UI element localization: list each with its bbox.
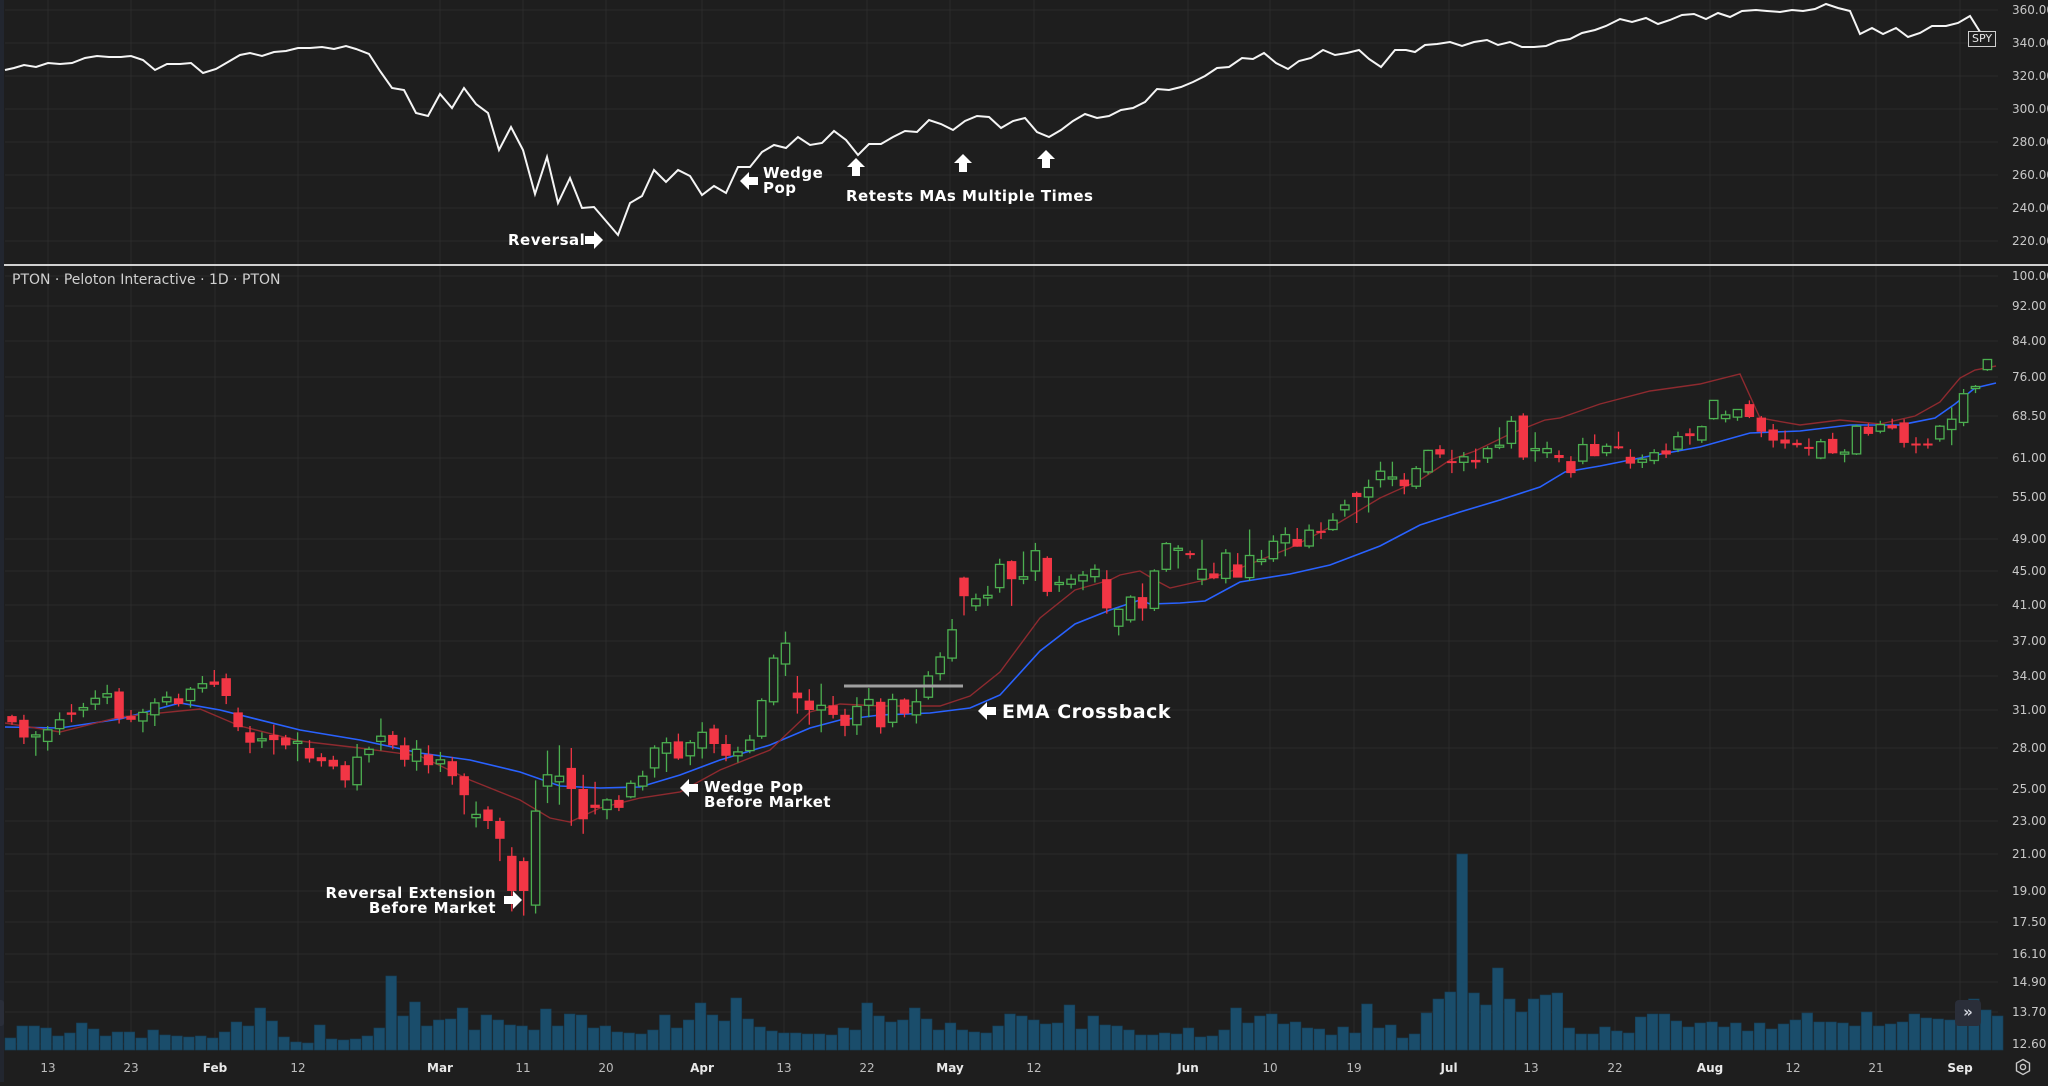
price-axis-tick: 19.00 (2012, 884, 2046, 898)
price-axis-tick: 21.00 (2012, 847, 2046, 861)
time-axis-tick: 11 (515, 1061, 530, 1075)
svg-text:Reversal Extension: Reversal Extension (326, 884, 496, 902)
spy-price-axis[interactable]: 360.00 340.00 320.00 300.00 280.00 260.00 240.… (2012, 3, 2048, 248)
svg-text:EMA Crossback: EMA Crossback (1002, 701, 1171, 723)
price-axis-tick: 25.00 (2012, 782, 2046, 796)
price-axis-tick: 31.00 (2012, 703, 2046, 717)
spy-axis-tick: 280.00 (2012, 135, 2048, 149)
time-axis-tick: 13 (776, 1061, 791, 1075)
time-axis-tick: 12 (1785, 1061, 1800, 1075)
svg-text:Reversal: Reversal (508, 231, 585, 249)
ema-lines (4, 365, 1997, 823)
spy-axis-tick: 240.00 (2012, 201, 2048, 215)
price-axis-tick: 76.00 (2012, 370, 2046, 384)
time-axis-tick: 22 (859, 1061, 874, 1075)
price-axis-tick: 61.00 (2012, 451, 2046, 465)
price-axis-tick: 92.00 (2012, 299, 2046, 313)
time-axis-tick: 23 (123, 1061, 138, 1075)
annotation-ema-crossback: EMA Crossback (978, 701, 1171, 723)
double-chevron-right-icon: » (1963, 1003, 1973, 1021)
scroll-to-realtime-button[interactable]: » (1955, 1000, 1981, 1026)
spy-compare-tag[interactable]: SPY (1968, 31, 1997, 47)
price-axis-tick: 100.00 (2012, 269, 2048, 283)
price-axis-tick: 28.00 (2012, 741, 2046, 755)
time-axis-tick: Mar (427, 1061, 453, 1075)
time-axis-tick: May (936, 1061, 964, 1075)
price-axis-tick: 12.60 (2012, 1037, 2046, 1051)
price-axis-tick: 68.50 (2012, 409, 2046, 423)
svg-text:Before Market: Before Market (369, 899, 496, 917)
time-axis-tick: Jun (1176, 1061, 1199, 1075)
time-axis-tick: Jul (1439, 1061, 1457, 1075)
price-axis-tick: 49.00 (2012, 532, 2046, 546)
time-axis-tick: Feb (203, 1061, 228, 1075)
spy-axis-tick: 360.00 (2012, 3, 2048, 17)
time-axis-tick: Apr (690, 1061, 714, 1075)
time-axis-tick: 13 (1523, 1061, 1538, 1075)
svg-text:Wedge: Wedge (763, 164, 823, 182)
price-axis-tick: 84.00 (2012, 334, 2046, 348)
spy-axis-tick: 300.00 (2012, 102, 2048, 116)
annotation-retests: Retests MAs Multiple Times (846, 187, 1093, 205)
volume-bars (4, 853, 2004, 1051)
price-axis-tick: 16.10 (2012, 947, 2046, 961)
time-axis-tick: 19 (1346, 1061, 1361, 1075)
time-axis[interactable]: 13 23 Feb 12 Mar 11 20 Apr 13 22 May 12 Jun 10 19 Jul 13… (0, 1051, 2048, 1083)
price-axis-tick: 14.90 (2012, 975, 2046, 989)
spy-axis-tick: 320.00 (2012, 69, 2048, 83)
up-arrow-icon (954, 154, 972, 172)
symbol-legend[interactable]: PTON · Peloton Interactive · 1D · PTON (12, 272, 281, 288)
price-axis-tick: 41.00 (2012, 598, 2046, 612)
left-panel-handle[interactable] (0, 1000, 4, 1026)
time-axis-tick: 13 (40, 1061, 55, 1075)
spy-axis-tick: 260.00 (2012, 168, 2048, 182)
time-axis-tick: 22 (1607, 1061, 1622, 1075)
up-arrow-icon (1037, 150, 1055, 168)
svg-text:Before Market: Before Market (704, 793, 831, 811)
svg-text:Retests MAs Multiple Times: Retests MAs Multiple Times (846, 187, 1093, 205)
annotation-reversal: Reversal (508, 231, 603, 249)
price-axis-tick: 34.00 (2012, 669, 2046, 683)
spy-compare-line (4, 2, 1983, 237)
time-axis-tick: 12 (290, 1061, 305, 1075)
candlesticks (7, 358, 1993, 916)
time-axis-tick: 10 (1262, 1061, 1277, 1075)
main-price-axis[interactable]: 100.00 92.00 84.00 76.00 68.50 61.00 55.00 49.0… (2012, 269, 2048, 1051)
hexagon-gear-icon (2015, 1058, 2031, 1076)
svg-text:Pop: Pop (763, 179, 797, 197)
price-axis-tick: 17.50 (2012, 915, 2046, 929)
time-axis-tick: 12 (1026, 1061, 1041, 1075)
price-axis-tick: 55.00 (2012, 490, 2046, 504)
time-axis-tick: 21 (1868, 1061, 1883, 1075)
spy-axis-tick: 340.00 (2012, 36, 2048, 50)
time-axis-tick: 20 (598, 1061, 613, 1075)
spy-axis-tick: 220.00 (2012, 234, 2048, 248)
price-axis-tick: 45.00 (2012, 564, 2046, 578)
left-toolbar-edge (0, 0, 4, 1082)
price-axis-tick: 37.00 (2012, 634, 2046, 648)
price-axis-tick: 23.00 (2012, 814, 2046, 828)
price-axis-tick: 13.70 (2012, 1005, 2046, 1019)
svg-text:Wedge Pop: Wedge Pop (704, 778, 804, 796)
up-arrow-icon (847, 158, 865, 176)
time-axis-tick: Aug (1697, 1061, 1723, 1075)
chart-settings-button[interactable] (2014, 1058, 2032, 1076)
time-axis-tick: Sep (1947, 1061, 1973, 1075)
grid-lines (5, 0, 1998, 1050)
